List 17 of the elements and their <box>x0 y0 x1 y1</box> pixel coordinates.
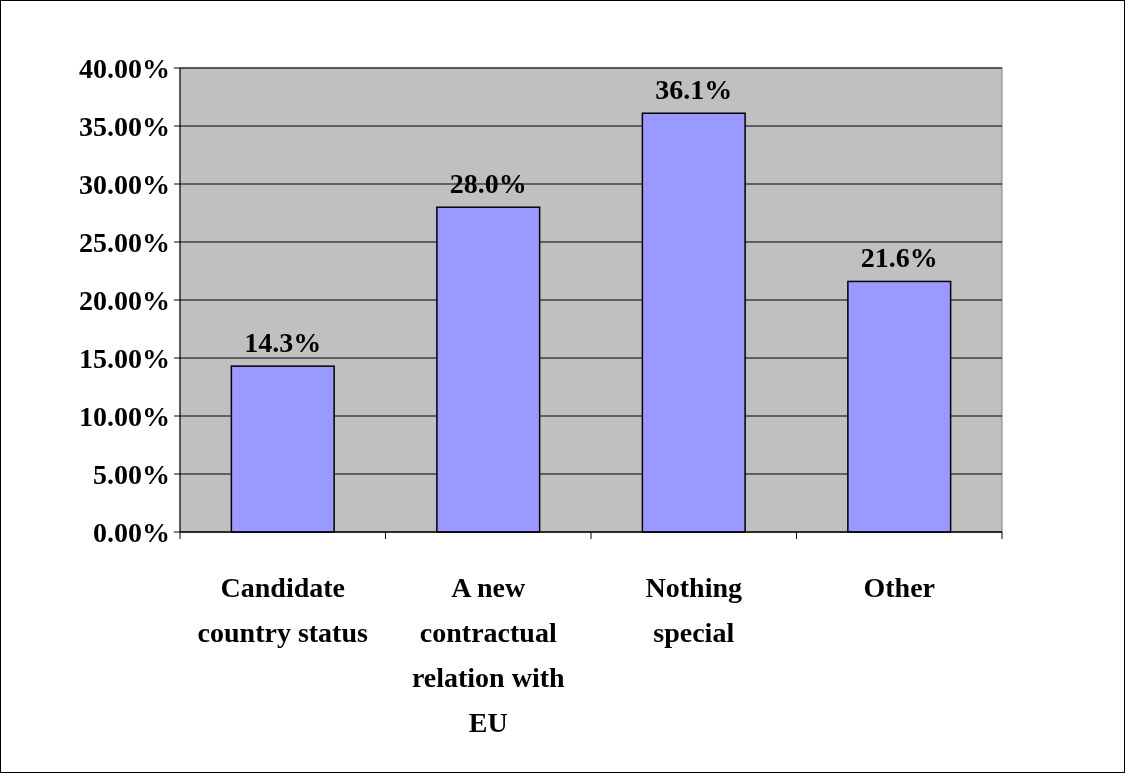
y-tick-label: 30.00% <box>79 168 170 200</box>
data-label: 14.3% <box>244 327 322 359</box>
y-tick-label: 35.00% <box>79 110 170 142</box>
y-tick-label: 25.00% <box>79 226 170 258</box>
x-tick-label: Candidate country status <box>197 572 369 648</box>
x-tick-label: Nothing special <box>645 572 742 648</box>
data-label: 28.0% <box>449 168 527 200</box>
y-tick-label: 20.00% <box>79 284 170 316</box>
x-tick-label: Other <box>863 572 936 603</box>
y-tick-label: 15.00% <box>79 342 170 374</box>
data-label: 21.6% <box>860 242 938 274</box>
y-tick-label: 40.00% <box>79 52 170 84</box>
data-label: 36.1% <box>655 74 733 106</box>
y-tick-label: 5.00% <box>93 458 170 490</box>
y-tick-label: 10.00% <box>79 400 170 432</box>
y-tick-label: 0.00% <box>93 516 170 548</box>
x-tick-label: A new contractual relation with EU <box>411 572 566 738</box>
